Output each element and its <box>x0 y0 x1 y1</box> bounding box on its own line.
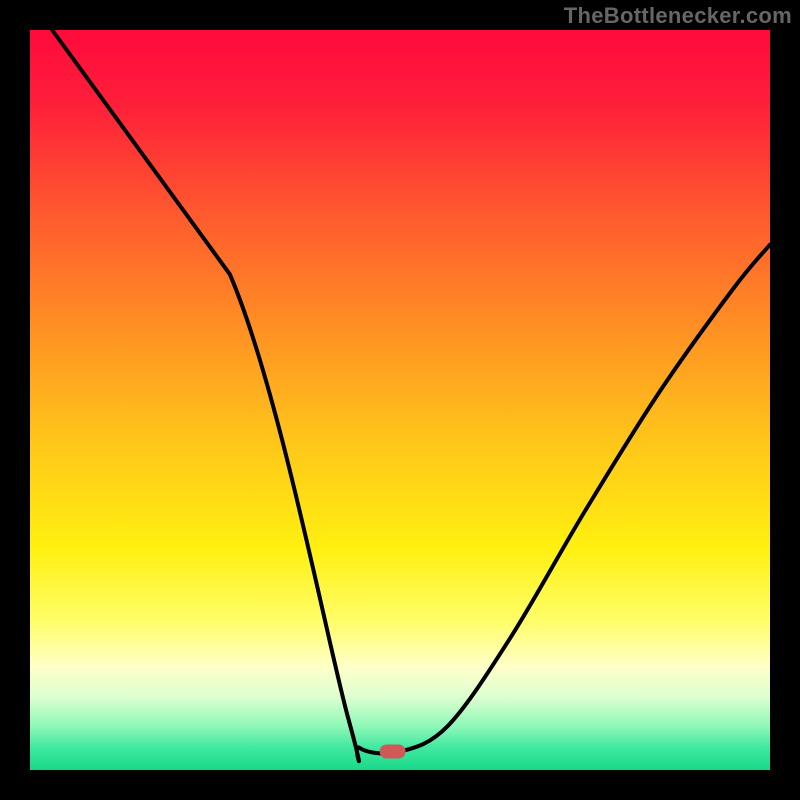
watermark-text: TheBottlenecker.com <box>564 3 792 29</box>
bottleneck-chart <box>0 0 800 800</box>
optimal-point-marker <box>380 745 406 759</box>
chart-gradient-background <box>30 30 770 770</box>
